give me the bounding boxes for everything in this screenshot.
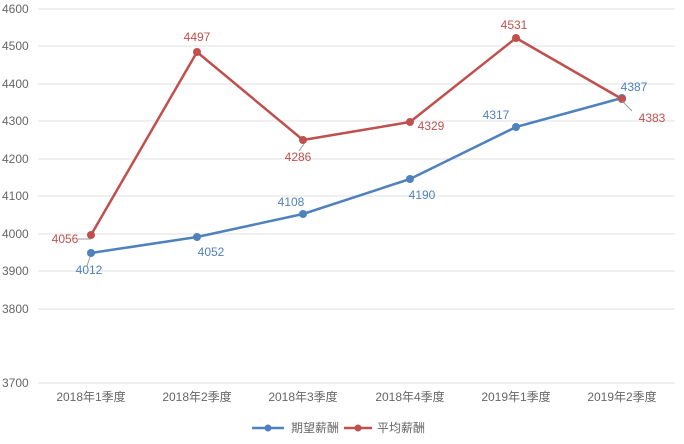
svg-text:4317: 4317 [483, 108, 510, 122]
svg-text:3700: 3700 [2, 376, 29, 390]
svg-text:4387: 4387 [621, 80, 648, 94]
svg-text:4286: 4286 [285, 150, 312, 164]
svg-text:2018年1季度: 2018年1季度 [56, 389, 125, 404]
svg-text:4200: 4200 [2, 152, 29, 166]
svg-text:4000: 4000 [2, 227, 29, 241]
svg-text:3800: 3800 [2, 302, 29, 316]
svg-text:4497: 4497 [184, 30, 211, 44]
svg-text:4531: 4531 [501, 18, 528, 32]
svg-text:2018年2季度: 2018年2季度 [162, 389, 231, 404]
svg-text:4500: 4500 [2, 39, 29, 53]
svg-text:4108: 4108 [278, 195, 305, 209]
svg-text:3900: 3900 [2, 264, 29, 278]
svg-text:4056: 4056 [52, 232, 79, 246]
svg-text:平均薪酬: 平均薪酬 [377, 421, 425, 435]
svg-text:4600: 4600 [2, 2, 29, 16]
svg-text:4329: 4329 [418, 119, 445, 133]
svg-text:4012: 4012 [76, 263, 103, 277]
svg-text:2018年4季度: 2018年4季度 [375, 389, 444, 404]
svg-text:期望薪酬: 期望薪酬 [291, 421, 339, 435]
svg-text:4300: 4300 [2, 114, 29, 128]
svg-text:4052: 4052 [198, 245, 225, 259]
svg-text:4400: 4400 [2, 77, 29, 91]
svg-text:2019年2季度: 2019年2季度 [587, 389, 656, 404]
svg-text:4100: 4100 [2, 189, 29, 203]
svg-text:2019年1季度: 2019年1季度 [481, 389, 550, 404]
svg-text:4190: 4190 [409, 188, 436, 202]
svg-text:2018年3季度: 2018年3季度 [268, 389, 337, 404]
svg-text:4383: 4383 [639, 111, 666, 125]
